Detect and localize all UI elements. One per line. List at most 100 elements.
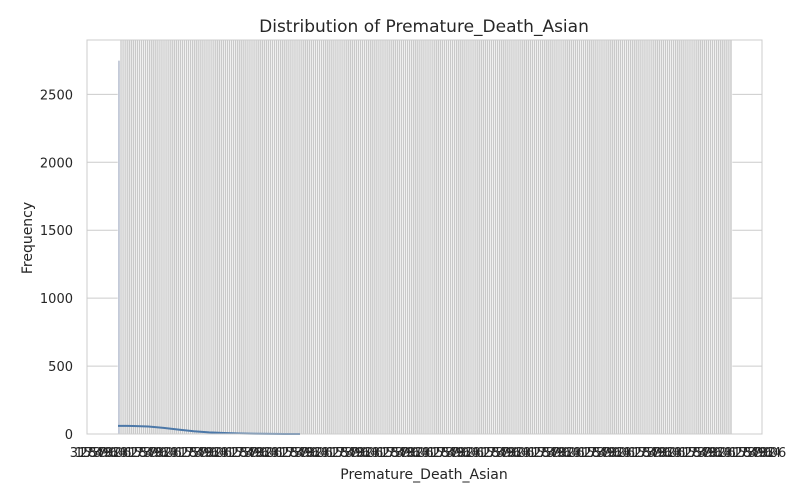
histogram-bar [490, 39, 493, 435]
x-tick-label: 06 [770, 446, 787, 461]
x-tick-label: 82 [558, 446, 575, 461]
x-tick-label: 73 [337, 446, 354, 461]
x-tick-label: 31 [724, 446, 741, 461]
x-tick-label: 49 [95, 446, 112, 461]
histogram-bar [627, 39, 630, 435]
histogram-bar [541, 39, 545, 435]
histogram-bar [486, 39, 489, 435]
x-tick-label: 49 [347, 446, 364, 461]
histogram-bar [645, 39, 649, 435]
histogram-bar [283, 39, 287, 435]
x-tick-label: 90 [654, 446, 671, 461]
histogram-bar [344, 39, 348, 435]
histogram-bar [588, 39, 592, 435]
histogram-bar [717, 39, 721, 435]
histogram-bar [246, 39, 250, 435]
x-tick-label: 73 [488, 446, 505, 461]
histogram-bar [570, 39, 573, 435]
histogram-bar [338, 39, 342, 435]
histogram-bar [312, 39, 315, 435]
histogram-bar [551, 39, 555, 435]
x-tick-label: 31 [120, 446, 137, 461]
x-tick-label: 15 [125, 446, 142, 461]
histogram-bar [258, 39, 262, 435]
histogram-bar [393, 39, 397, 435]
y-tick-label: 2000 [40, 156, 73, 171]
histogram-bar [406, 39, 409, 435]
histogram-bar [250, 39, 254, 435]
x-tick-label: 82 [508, 446, 525, 461]
histogram-bar [301, 39, 305, 435]
histogram-bar [164, 39, 168, 435]
x-tick-label: 82 [206, 446, 223, 461]
x-tick-label: 57 [392, 446, 409, 461]
histogram-bar [166, 39, 170, 435]
x-tick-label: 82 [357, 446, 374, 461]
histogram-bar [234, 39, 238, 435]
x-tick-label: 57 [694, 446, 711, 461]
histogram-bar [680, 39, 684, 435]
histogram-bar [572, 39, 575, 435]
histogram-bar [520, 39, 524, 435]
histogram-bar [265, 39, 268, 435]
x-tick-label: 31 [573, 446, 590, 461]
histogram-bar [582, 39, 585, 435]
histogram-bar [651, 39, 655, 435]
histogram-bar [136, 39, 139, 435]
histogram-bar [177, 39, 180, 435]
histogram-bar [226, 39, 229, 435]
histogram-bar [232, 39, 235, 435]
histogram-bar [578, 39, 581, 435]
x-tick-label: 06 [165, 446, 182, 461]
histogram-bar [545, 39, 549, 435]
x-tick-label: 15 [679, 446, 696, 461]
histogram-bar [146, 39, 149, 435]
histogram-bar [191, 39, 195, 435]
histogram-bar [449, 39, 452, 435]
histogram-bar [576, 39, 579, 435]
histogram-bar [633, 39, 637, 435]
histogram-bar [711, 39, 714, 435]
x-tick-label: 31 [674, 446, 691, 461]
x-tick-label: 15 [528, 446, 545, 461]
histogram-bar [160, 39, 164, 435]
histogram-bar [621, 39, 624, 435]
histogram-bar [154, 39, 158, 435]
x-tick-label: 57 [342, 446, 359, 461]
histogram-bar [148, 39, 152, 435]
x-tick-label: 73 [437, 446, 454, 461]
histogram-bar [516, 39, 520, 435]
histogram-bar [213, 39, 217, 435]
x-tick-label: 73 [588, 446, 605, 461]
histogram-bar [688, 39, 692, 435]
histogram-bar [256, 39, 260, 435]
x-tick-label: 28 [734, 446, 751, 461]
x-tick-label: 82 [407, 446, 424, 461]
histogram-bar [514, 39, 518, 435]
x-tick-label: 06 [115, 446, 132, 461]
histogram-bar [692, 39, 696, 435]
histogram-bar [127, 39, 131, 435]
x-tick-label: 90 [301, 446, 318, 461]
plot-frame [86, 39, 763, 435]
x-tick-label: 90 [251, 446, 268, 461]
histogram-bar [522, 39, 526, 435]
x-tick-label: 82 [760, 446, 777, 461]
x-tick-label: 57 [442, 446, 459, 461]
x-tick-label: 31 [221, 446, 238, 461]
histogram-bar [244, 39, 248, 435]
histogram-bar [602, 39, 606, 435]
x-tick-label: 15 [478, 446, 495, 461]
histogram-bar [496, 39, 499, 435]
histogram-bar [197, 39, 201, 435]
histogram-bar [203, 39, 207, 435]
x-tick-label: 73 [286, 446, 303, 461]
histogram-bar [361, 39, 364, 435]
histogram-bar [385, 39, 389, 435]
x-tick-label: 31 [624, 446, 641, 461]
x-tick-label: 73 [387, 446, 404, 461]
y-tick-label: 0 [65, 428, 73, 443]
x-tick-label: 28 [432, 446, 449, 461]
x-tick-label: 57 [593, 446, 610, 461]
x-tick-label: 31 [322, 446, 339, 461]
